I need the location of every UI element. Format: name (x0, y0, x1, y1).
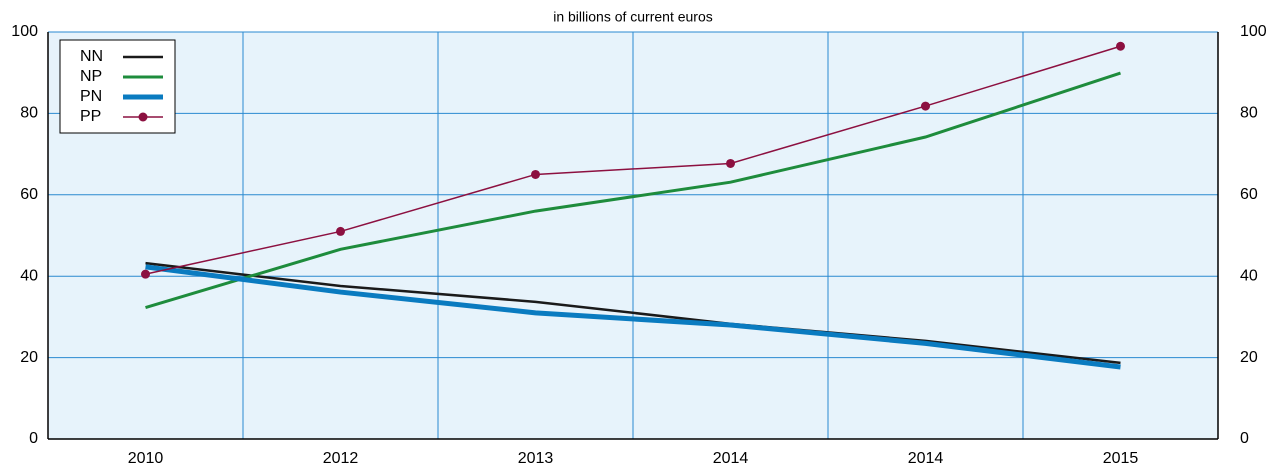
series-line (145, 261, 1121, 365)
y-tick-label: 0 (29, 430, 38, 447)
point (531, 169, 540, 179)
x-tick-label: 2012 (323, 450, 359, 467)
y2-tick-label: 80 (1240, 105, 1258, 122)
y2-tick-label: 0 (1240, 430, 1249, 447)
series (145, 261, 1121, 365)
y2-tick-label: 40 (1240, 267, 1258, 284)
legend-label: NP (80, 68, 102, 85)
legend-label: PN (80, 88, 102, 105)
y-tick-label: 20 (20, 349, 38, 366)
y2-tick-label: 60 (1240, 186, 1258, 203)
legend-box (59, 39, 176, 134)
series-line (145, 45, 1121, 275)
x-tick-label: 2014 (713, 450, 749, 467)
x-tick-label: 2015 (1103, 450, 1139, 467)
y-tick-label: 60 (20, 186, 38, 203)
point (1116, 41, 1125, 51)
legend-marker (138, 112, 148, 122)
legend-label: PP (80, 108, 101, 125)
legend-label: NN (80, 48, 103, 65)
x-tick-label: 2013 (518, 450, 554, 467)
series (145, 71, 1121, 309)
series (145, 264, 1121, 370)
x-tick-label: 2014 (908, 450, 944, 467)
y-tick-label: 80 (20, 105, 38, 122)
series-line (145, 71, 1121, 309)
point (336, 226, 345, 236)
y-tick-label: 100 (11, 23, 38, 40)
series-line (145, 264, 1121, 370)
y-tick-label: 40 (20, 267, 38, 284)
point (921, 101, 930, 111)
legend: NN NP PN PP (59, 39, 176, 134)
chart-subtitle: in billions of current euros (553, 9, 713, 25)
x-tick-label: 2010 (128, 450, 164, 467)
series (141, 41, 1125, 279)
point (141, 269, 150, 279)
y2-tick-label: 100 (1240, 23, 1267, 40)
point (726, 158, 735, 168)
y2-tick-label: 20 (1240, 349, 1258, 366)
